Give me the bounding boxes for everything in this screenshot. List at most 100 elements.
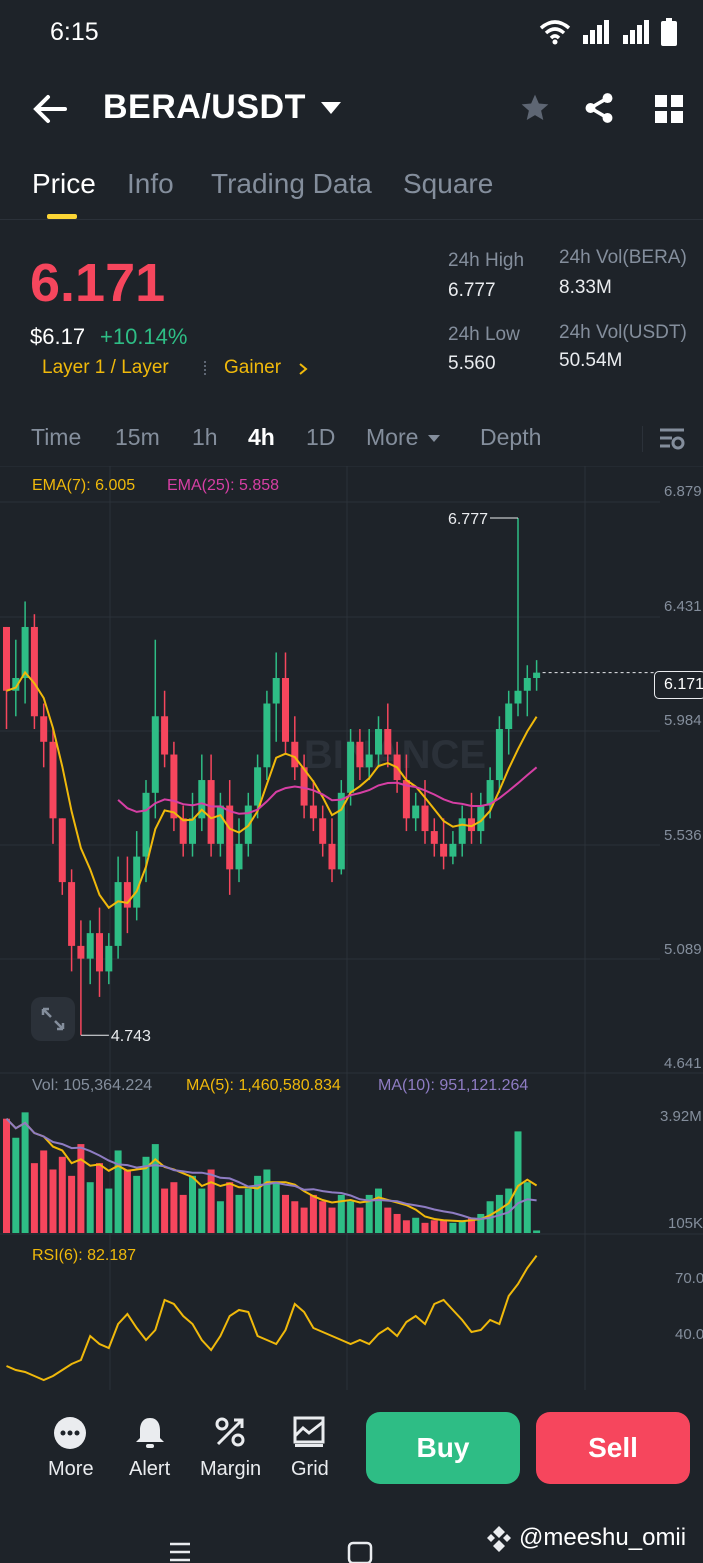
volume-bar — [449, 1222, 457, 1233]
candle-body — [505, 703, 513, 730]
more-dots-icon[interactable] — [53, 1416, 87, 1450]
margin-percent-icon[interactable] — [214, 1416, 246, 1448]
volume-bar — [495, 1194, 503, 1233]
price-axis-label: 4.641 — [664, 1055, 702, 1072]
candle-body — [430, 831, 438, 844]
candle-body — [449, 843, 457, 857]
candle-body — [30, 626, 38, 717]
candle-body — [291, 741, 299, 768]
candle-body — [272, 677, 280, 704]
timeframe-depth[interactable]: Depth — [480, 424, 542, 450]
volume-bar — [272, 1182, 280, 1233]
low-value: 5.560 — [448, 353, 496, 374]
volume-bar — [468, 1217, 475, 1233]
candle-body — [77, 945, 85, 959]
volume-bar — [235, 1194, 243, 1233]
high-marker: 6.777 — [448, 511, 518, 528]
candle-body — [142, 792, 150, 857]
volume-bar — [393, 1213, 401, 1233]
candle-body — [58, 818, 66, 883]
ma5-line — [5, 1118, 538, 1223]
last-price: 6.171 — [30, 253, 166, 313]
volume-bar — [254, 1175, 262, 1233]
timeframe-1d[interactable]: 1D — [306, 424, 336, 450]
candle-body — [300, 767, 308, 806]
nav-margin[interactable]: Margin — [200, 1458, 262, 1480]
volume-bar — [505, 1188, 513, 1233]
current-price-tag: 6.171 — [654, 671, 703, 699]
nav-grid[interactable]: Grid — [291, 1458, 329, 1480]
change-percent: +10.14% — [100, 324, 188, 349]
grid-bot-icon[interactable] — [293, 1416, 325, 1448]
candle-body — [458, 818, 466, 844]
candle-body — [3, 626, 10, 691]
candle-body — [170, 754, 178, 819]
alert-bell-icon[interactable] — [134, 1416, 166, 1450]
timeframe-15m[interactable]: 15m — [115, 424, 160, 450]
volume-bar — [21, 1112, 29, 1233]
vol-quote-value: 50.54M — [559, 350, 623, 371]
top-bar: BERA/USDT — [0, 64, 703, 154]
tab-square[interactable]: Square — [403, 168, 494, 199]
rsi-axis-label: 40.0 — [675, 1326, 703, 1343]
candle-body — [468, 818, 475, 832]
candle-body — [12, 677, 20, 691]
candle-body — [254, 767, 262, 806]
volume-bar — [533, 1230, 541, 1233]
nav-more[interactable]: More — [48, 1458, 94, 1480]
wifi-icon — [539, 20, 571, 45]
volume-bar — [356, 1207, 364, 1233]
kline-chart[interactable]: BINANCE 6.777 4.743 — [0, 466, 703, 1396]
candle-body — [235, 843, 243, 870]
volume-bar — [309, 1194, 317, 1233]
chevron-right-icon[interactable] — [298, 362, 308, 376]
price-axis-label: 5.984 — [664, 712, 702, 729]
more-chevron-icon[interactable] — [427, 434, 441, 443]
nav-alert[interactable]: Alert — [129, 1458, 171, 1480]
candle-body — [123, 882, 131, 908]
candle-body — [282, 677, 289, 742]
volume-bar — [328, 1207, 336, 1233]
tab-trading-data[interactable]: Trading Data — [211, 168, 372, 199]
candle-body — [86, 933, 94, 959]
status-time: 6:15 — [50, 18, 99, 46]
tab-price[interactable]: Price — [32, 168, 96, 199]
ma10-label: MA(10): 951,121.264 — [378, 1077, 529, 1094]
tab-info[interactable]: Info — [127, 168, 174, 199]
candle-body — [440, 843, 448, 857]
candle-body — [263, 703, 271, 768]
chevron-down-icon[interactable] — [320, 101, 342, 115]
rsi-label: RSI(6): 82.187 — [32, 1247, 137, 1264]
volume-bar — [30, 1163, 38, 1233]
candle-body — [226, 805, 234, 870]
back-arrow-icon[interactable] — [33, 94, 67, 124]
timeframe-4h[interactable]: 4h — [248, 424, 275, 450]
volume-bar — [12, 1137, 20, 1233]
share-icon[interactable] — [582, 91, 616, 125]
volume-bar — [347, 1201, 355, 1233]
grid-lines — [0, 466, 703, 1390]
sell-button[interactable]: Sell — [536, 1412, 690, 1484]
candle-body — [309, 805, 317, 819]
home-icon[interactable] — [347, 1540, 373, 1563]
chart-settings-icon[interactable] — [658, 426, 686, 452]
rank-tag[interactable]: Gainer — [224, 357, 282, 378]
volume-bar — [86, 1182, 94, 1233]
buy-button[interactable]: Buy — [366, 1412, 520, 1484]
timeframe-1h[interactable]: 1h — [192, 424, 218, 450]
category-tag[interactable]: Layer 1 / Layer — [42, 357, 169, 378]
timeframe-more[interactable]: More — [366, 424, 419, 450]
recents-icon[interactable] — [168, 1540, 192, 1563]
star-icon[interactable] — [518, 92, 552, 124]
volume-bar — [430, 1220, 438, 1233]
candle-body — [96, 933, 103, 972]
volume-bar — [412, 1217, 420, 1233]
fullscreen-button[interactable] — [31, 997, 75, 1041]
active-tab-indicator — [47, 214, 77, 219]
pair-title[interactable]: BERA/USDT — [103, 88, 306, 126]
price-axis-label: 6.431 — [664, 598, 702, 615]
timeframe-time[interactable]: Time — [31, 424, 82, 450]
candle-body — [477, 805, 485, 832]
signal-icon — [583, 20, 609, 44]
grid-menu-icon[interactable] — [654, 94, 684, 124]
